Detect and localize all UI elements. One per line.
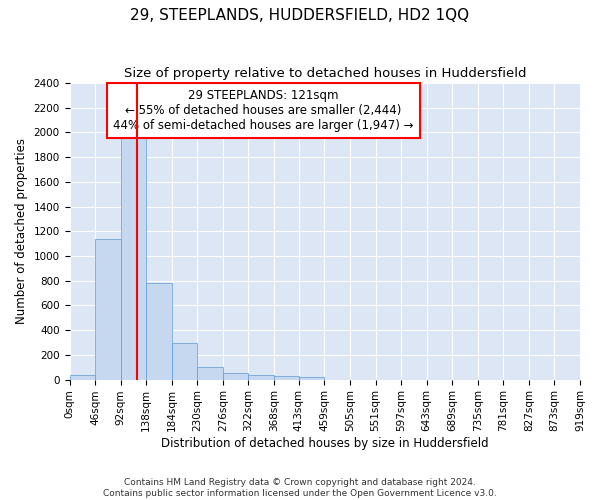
Text: 29 STEEPLANDS: 121sqm
← 55% of detached houses are smaller (2,444)
44% of semi-d: 29 STEEPLANDS: 121sqm ← 55% of detached … [113, 89, 414, 132]
Bar [197, 367, 223, 380]
Bar [274, 376, 299, 380]
Y-axis label: Number of detached properties: Number of detached properties [15, 138, 28, 324]
Bar [95, 238, 121, 380]
Bar [299, 377, 325, 380]
Bar [248, 374, 274, 380]
Title: Size of property relative to detached houses in Huddersfield: Size of property relative to detached ho… [124, 68, 526, 80]
Bar [121, 138, 146, 380]
Bar [223, 374, 248, 380]
X-axis label: Distribution of detached houses by size in Huddersfield: Distribution of detached houses by size … [161, 437, 488, 450]
Text: 29, STEEPLANDS, HUDDERSFIELD, HD2 1QQ: 29, STEEPLANDS, HUDDERSFIELD, HD2 1QQ [130, 8, 470, 22]
Bar [172, 342, 197, 380]
Bar [70, 376, 95, 380]
Bar [146, 283, 172, 380]
Text: Contains HM Land Registry data © Crown copyright and database right 2024.
Contai: Contains HM Land Registry data © Crown c… [103, 478, 497, 498]
